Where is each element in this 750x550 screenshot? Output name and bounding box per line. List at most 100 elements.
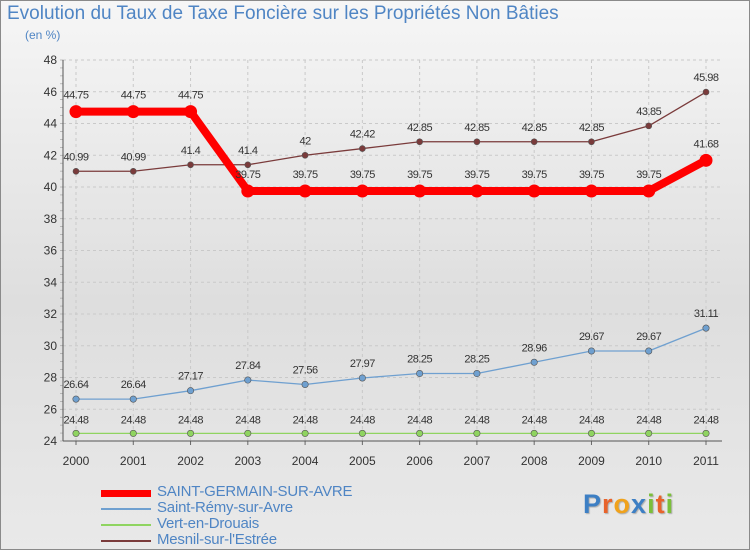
series-line <box>76 327 707 400</box>
series-mesnil-sur-l-estr-e <box>72 88 710 175</box>
y-axis-unit: (en %) <box>25 28 61 42</box>
data-label: 24.48 <box>121 414 146 426</box>
data-label: 44.75 <box>63 90 88 102</box>
data-point <box>72 167 80 175</box>
data-label: 39.75 <box>636 169 661 181</box>
data-point <box>184 105 198 119</box>
data-point <box>126 105 140 119</box>
series-line <box>76 91 707 172</box>
data-point <box>244 429 252 437</box>
x-tick-label: 2010 <box>635 454 662 468</box>
data-label: 28.25 <box>464 354 489 366</box>
logo-letter: i <box>647 489 656 519</box>
data-point <box>527 184 541 198</box>
series-line <box>76 107 708 195</box>
y-tick-label: 34 <box>44 275 58 289</box>
data-point <box>129 395 137 403</box>
data-point <box>587 429 595 437</box>
data-point <box>301 151 309 159</box>
data-label: 28.96 <box>522 342 547 354</box>
data-label: 24.48 <box>407 414 432 426</box>
data-label: 41.4 <box>238 145 258 157</box>
legend-swatch <box>101 489 151 497</box>
data-point <box>530 358 538 366</box>
data-label: 39.75 <box>350 169 375 181</box>
x-tick-label: 2006 <box>406 454 433 468</box>
data-label: 24.48 <box>350 414 375 426</box>
x-tick-label: 2004 <box>292 454 319 468</box>
data-point <box>416 370 424 378</box>
data-point <box>473 429 481 437</box>
data-label: 39.75 <box>407 169 432 181</box>
data-point <box>473 370 481 378</box>
series-saint-r-my-sur-avre <box>72 324 710 403</box>
data-label: 28.25 <box>407 354 432 366</box>
data-point <box>584 184 598 198</box>
data-point <box>358 429 366 437</box>
data-label: 24.48 <box>235 414 260 426</box>
legend-swatch <box>101 508 151 510</box>
data-point <box>588 138 595 146</box>
data-point <box>69 105 83 119</box>
data-label: 24.48 <box>522 414 547 426</box>
data-point <box>645 347 653 355</box>
data-point <box>416 429 424 437</box>
data-point <box>301 429 309 437</box>
data-label: 42 <box>299 135 311 147</box>
data-label: 27.97 <box>350 358 375 370</box>
legend-label: Mesnil-sur-l'Estrée <box>157 531 277 548</box>
data-point <box>358 374 366 382</box>
data-point <box>187 387 195 395</box>
data-point <box>416 138 423 146</box>
legend-label: Saint-Rémy-sur-Avre <box>157 499 293 516</box>
data-label: 27.56 <box>293 364 318 376</box>
series-vert-en-drouais <box>72 429 710 437</box>
x-tick-label: 2002 <box>177 454 204 468</box>
data-point <box>241 184 255 198</box>
data-label: 24.48 <box>63 414 88 426</box>
data-point <box>72 429 80 437</box>
y-tick-label: 40 <box>44 180 58 194</box>
data-point <box>413 184 427 198</box>
logo-letter: i <box>665 489 675 519</box>
y-tick-label: 32 <box>44 307 58 321</box>
x-tick-label: 2007 <box>464 454 491 468</box>
data-point <box>298 184 312 198</box>
y-tick-label: 46 <box>44 85 58 99</box>
logo-letter: o <box>613 489 632 519</box>
data-point <box>301 380 309 388</box>
y-tick-label: 26 <box>44 402 58 416</box>
y-tick-label: 36 <box>44 244 58 258</box>
data-point <box>645 122 653 130</box>
data-point <box>187 429 195 437</box>
x-tick-label: 2001 <box>120 454 147 468</box>
data-label: 41.68 <box>693 138 718 150</box>
data-point <box>244 376 252 384</box>
data-point <box>702 324 710 332</box>
logo-letter: x <box>631 489 648 519</box>
data-point <box>473 138 481 146</box>
x-tick-label: 2005 <box>349 454 376 468</box>
data-label: 26.64 <box>63 379 88 391</box>
data-point <box>645 429 653 437</box>
y-tick-label: 48 <box>44 53 58 67</box>
y-tick-label: 44 <box>44 117 58 131</box>
data-label: 44.75 <box>121 90 146 102</box>
data-point <box>359 145 366 152</box>
logo-letter: r <box>602 489 614 519</box>
data-label: 40.99 <box>63 151 88 163</box>
data-label: 45.98 <box>693 72 718 84</box>
data-label: 27.84 <box>235 360 260 372</box>
data-point <box>699 153 713 167</box>
data-point <box>129 167 137 175</box>
legend-label: SAINT-GERMAIN-SUR-AVRE <box>157 483 353 500</box>
proxiti-logo: Proxiti <box>583 489 674 520</box>
data-point <box>187 161 194 169</box>
data-label: 39.75 <box>579 169 604 181</box>
series-saint-germain-sur-avre <box>69 105 713 198</box>
data-point <box>244 161 252 169</box>
data-label: 29.67 <box>579 331 604 343</box>
data-point <box>72 395 80 403</box>
